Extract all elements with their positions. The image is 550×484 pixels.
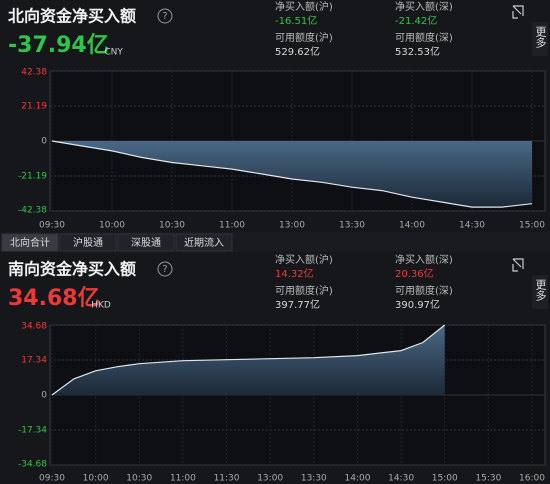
stat-value: 532.53亿 — [395, 45, 440, 58]
stat-label: 可用额度(沪) — [275, 31, 333, 44]
tab-label[interactable]: 北向合计 — [10, 236, 50, 249]
y-tick-label: 0 — [41, 137, 47, 147]
area-fill — [52, 141, 532, 208]
stat-label: 可用额度(沪) — [275, 284, 333, 297]
net-value: -37.94亿 — [8, 33, 109, 58]
y-tick-label: 0 — [41, 391, 47, 401]
stat-label: 净买入额(沪) — [275, 0, 333, 13]
x-tick-label: 11:00 — [170, 474, 196, 484]
x-tick-label: 10:30 — [126, 474, 152, 484]
x-tick-label: 14:00 — [399, 221, 425, 231]
y-tick-label: -42.38 — [18, 206, 47, 216]
tab[interactable] — [175, 233, 233, 252]
expand-icon[interactable] — [512, 5, 524, 19]
x-tick-label: 10:00 — [99, 221, 125, 231]
stat-value: 390.97亿 — [395, 298, 440, 311]
more-button[interactable]: 更多 — [534, 279, 547, 302]
tab-label[interactable]: 深股通 — [131, 237, 161, 249]
y-tick-label: 42.38 — [21, 68, 47, 78]
x-tick-label: 10:00 — [83, 474, 109, 484]
data-line — [51, 324, 446, 396]
x-tick-label: 15:30 — [475, 474, 501, 484]
x-tick-label: 13:00 — [279, 221, 305, 231]
currency: CNY — [104, 48, 123, 58]
y-tick-label: 34.68 — [21, 322, 47, 332]
x-tick-label: 13:30 — [339, 221, 365, 231]
tab[interactable] — [1, 233, 59, 252]
y-tick-label: -34.68 — [18, 460, 47, 470]
more-button-bg[interactable] — [532, 22, 548, 56]
x-tick-label: 15:00 — [432, 474, 458, 484]
panel-title: 南向资金净买入额 — [8, 260, 136, 279]
y-tick-label: 17.34 — [21, 356, 47, 366]
data-line — [51, 140, 533, 208]
more-button[interactable]: 更多 — [534, 26, 547, 49]
x-tick-label: 09:30 — [39, 221, 65, 231]
x-tick-label: 13:30 — [301, 474, 327, 484]
y-tick-label: -21.19 — [18, 172, 47, 182]
x-tick-label: 13:00 — [257, 474, 283, 484]
stat-value: 397.77亿 — [275, 298, 320, 311]
stat-value: 14.32亿 — [275, 267, 314, 280]
x-tick-label: 16:00 — [519, 474, 545, 484]
stat-label: 净买入额(深) — [395, 0, 453, 13]
tab-label[interactable]: 沪股通 — [73, 236, 103, 249]
stat-label: 净买入额(深) — [395, 253, 453, 266]
panel-title: 北向资金净买入额 — [8, 7, 136, 26]
x-tick-label: 14:00 — [344, 474, 370, 484]
stat-value: -21.42亿 — [395, 14, 437, 27]
help-icon[interactable] — [157, 8, 173, 24]
stat-label: 净买入额(沪) — [275, 253, 333, 266]
stat-value: -16.51亿 — [275, 14, 317, 27]
x-tick-label: 15:00 — [519, 221, 545, 231]
help-mark: ? — [162, 11, 167, 22]
y-tick-label: -17.34 — [18, 426, 47, 436]
x-tick-label: 11:30 — [214, 474, 240, 484]
stat-label: 可用额度(深) — [395, 284, 453, 297]
x-tick-label: 14:30 — [459, 221, 485, 231]
tab[interactable] — [59, 233, 117, 252]
x-tick-label: 09:30 — [39, 474, 65, 484]
tab[interactable] — [117, 233, 175, 252]
currency: HKD — [91, 301, 111, 311]
stat-value: 529.62亿 — [275, 45, 320, 58]
help-icon[interactable] — [157, 261, 173, 277]
stat-label: 可用额度(深) — [395, 31, 453, 44]
net-value: 34.68亿 — [8, 286, 100, 311]
y-tick-label: 21.19 — [21, 102, 47, 112]
help-mark: ? — [162, 264, 167, 275]
more-button-bg[interactable] — [532, 275, 548, 309]
area-fill — [52, 325, 445, 395]
tab-label[interactable]: 近期流入 — [184, 236, 224, 249]
x-tick-label: 11:00 — [219, 221, 245, 231]
expand-icon[interactable] — [512, 258, 524, 272]
stat-value: 20.36亿 — [395, 267, 434, 280]
x-tick-label: 14:30 — [388, 474, 414, 484]
x-tick-label: 10:30 — [159, 221, 185, 231]
